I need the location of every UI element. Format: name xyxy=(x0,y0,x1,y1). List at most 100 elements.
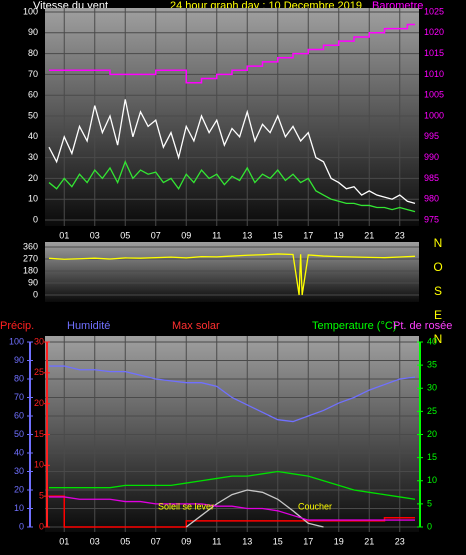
legend-label: Temperature (°C) xyxy=(312,320,396,332)
annotation: Coucher xyxy=(298,501,332,511)
x-tick-label: 21 xyxy=(364,536,374,546)
y-tick-label: 15 xyxy=(427,452,437,462)
x-tick-label: 15 xyxy=(273,536,283,546)
direction-label: N xyxy=(434,332,443,346)
y-tick-label: 1005 xyxy=(424,90,444,100)
y-tick-label: 100 xyxy=(9,336,24,346)
y-tick-label: 5 xyxy=(427,498,432,508)
y-tick-label: 80 xyxy=(14,373,24,383)
y-tick-label: 60 xyxy=(14,410,24,420)
x-tick-label: 17 xyxy=(303,230,313,240)
y-tick-label: 1025 xyxy=(424,6,444,16)
y-tick-label: 980 xyxy=(424,194,439,204)
legend-label: Humidité xyxy=(67,320,110,332)
y-tick-label: 20 xyxy=(14,484,24,494)
x-tick-label: 07 xyxy=(151,230,161,240)
direction-label: N xyxy=(434,236,443,250)
chart-title: 24 hour graph day : 10 Decembre 2019 xyxy=(170,0,362,12)
y-tick-label: 995 xyxy=(424,131,439,141)
legend-label: Pt. de rosée xyxy=(393,320,452,332)
y-tick-label: 0 xyxy=(427,521,432,531)
y-tick-label: 30 xyxy=(14,466,24,476)
x-tick-label: 01 xyxy=(59,536,69,546)
y-tick-label: 40 xyxy=(28,131,38,141)
y-tick-label: 1000 xyxy=(424,110,444,120)
series-line xyxy=(49,495,415,528)
series-line xyxy=(49,470,416,500)
y-tick-label: 10 xyxy=(28,194,38,204)
x-tick-label: 23 xyxy=(395,536,405,546)
y-tick-label: 360 xyxy=(23,241,38,251)
y-tick-label: 20 xyxy=(427,429,437,439)
legend-label: Précip. xyxy=(0,320,34,332)
x-tick-label: 17 xyxy=(303,536,313,546)
y-tick-label: 70 xyxy=(14,392,24,402)
x-tick-label: 13 xyxy=(242,536,252,546)
y-tick-label: 90 xyxy=(14,355,24,365)
y-tick-label: 25 xyxy=(34,367,44,377)
x-tick-label: 05 xyxy=(120,536,130,546)
series-line xyxy=(49,365,416,423)
series-line xyxy=(48,160,416,213)
y-tick-label: 1010 xyxy=(424,69,444,79)
y-tick-label: 20 xyxy=(28,173,38,183)
y-tick-label: 70 xyxy=(28,69,38,79)
y-tick-label: 270 xyxy=(23,253,38,263)
y-tick-label: 985 xyxy=(424,173,439,183)
series-line xyxy=(48,99,416,204)
y-tick-label: 50 xyxy=(14,429,24,439)
series-line xyxy=(48,253,416,296)
y-tick-label: 40 xyxy=(14,447,24,457)
x-tick-label: 05 xyxy=(120,230,130,240)
direction-label: E xyxy=(434,308,442,322)
y-tick-label: 10 xyxy=(14,503,24,513)
annotation: Soleil se lever xyxy=(158,501,214,511)
x-tick-label: 19 xyxy=(334,536,344,546)
x-tick-label: 03 xyxy=(90,230,100,240)
y-tick-label: 0 xyxy=(33,289,38,299)
y-tick-label: 30 xyxy=(34,336,44,346)
direction-label: S xyxy=(434,284,442,298)
x-tick-label: 23 xyxy=(395,230,405,240)
plot-background xyxy=(45,8,419,226)
y-tick-label: 975 xyxy=(424,214,439,224)
plot-background xyxy=(45,242,419,302)
x-tick-label: 13 xyxy=(242,230,252,240)
y-tick-label: 1015 xyxy=(424,48,444,58)
x-tick-label: 03 xyxy=(90,536,100,546)
y-tick-label: 30 xyxy=(427,383,437,393)
y-tick-label: 80 xyxy=(28,48,38,58)
y-tick-label: 15 xyxy=(34,429,44,439)
y-tick-label: 990 xyxy=(424,152,439,162)
y-tick-label: 0 xyxy=(19,521,24,531)
y-tick-label: 90 xyxy=(28,27,38,37)
y-tick-label: 1020 xyxy=(424,27,444,37)
series-line xyxy=(185,489,324,528)
y-tick-label: 90 xyxy=(28,277,38,287)
y-tick-label: 10 xyxy=(427,475,437,485)
y-tick-label: 30 xyxy=(28,152,38,162)
y-tick-label: 50 xyxy=(28,110,38,120)
y-tick-label: 0 xyxy=(39,521,44,531)
series-line xyxy=(49,23,415,84)
y-tick-label: 20 xyxy=(34,398,44,408)
y-tick-label: 60 xyxy=(28,90,38,100)
y-tick-label: 180 xyxy=(23,265,38,275)
x-tick-label: 09 xyxy=(181,230,191,240)
x-tick-label: 01 xyxy=(59,230,69,240)
y-tick-label: 0 xyxy=(33,214,38,224)
direction-label: O xyxy=(433,260,442,274)
y-tick-label: 40 xyxy=(427,336,437,346)
wind-label: Vitesse du vent xyxy=(33,0,108,12)
series-line xyxy=(49,496,415,521)
y-tick-label: 100 xyxy=(23,6,38,16)
x-tick-label: 07 xyxy=(151,536,161,546)
y-tick-label: 10 xyxy=(34,460,44,470)
y-tick-label: 35 xyxy=(427,360,437,370)
x-tick-label: 09 xyxy=(181,536,191,546)
x-tick-label: 21 xyxy=(364,230,374,240)
x-tick-label: 11 xyxy=(212,536,221,546)
barometer-label: Barometre xyxy=(372,0,423,12)
